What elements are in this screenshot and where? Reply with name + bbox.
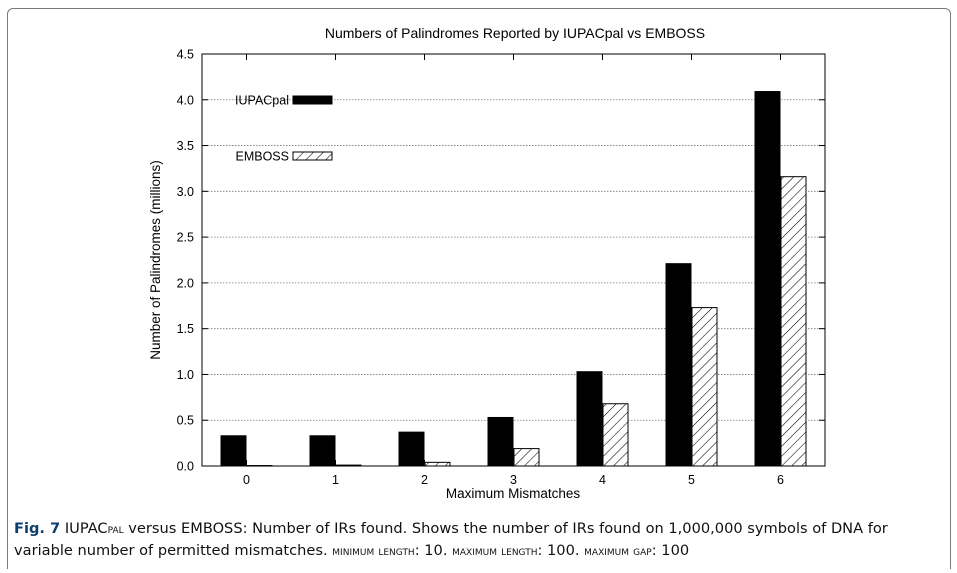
x-tick-label: 5 bbox=[688, 473, 695, 487]
caption-smallcaps: pal bbox=[107, 522, 124, 537]
bar-emboss bbox=[513, 448, 540, 467]
legend: IUPACpal EMBOSS bbox=[235, 94, 333, 164]
y-tick-label: 3.5 bbox=[177, 139, 194, 153]
y-tick-label: 0.5 bbox=[177, 414, 194, 428]
legend-swatch bbox=[292, 95, 333, 105]
y-tick-label: 1.0 bbox=[177, 368, 194, 382]
y-tick-label: 4.0 bbox=[177, 93, 194, 107]
x-axis-ticks: 0 1 2 3 4 5 6 bbox=[243, 54, 784, 487]
bar-iupacpal bbox=[309, 435, 336, 467]
bar-iupacpal bbox=[398, 431, 425, 467]
y-tick-label: 2.0 bbox=[177, 276, 194, 290]
caption-text: IUPAC bbox=[60, 520, 108, 537]
caption-text: versus EMBOSS: Number of IRs found. Show… bbox=[14, 520, 888, 559]
bar-iupacpal bbox=[487, 416, 514, 467]
plot-area-border bbox=[201, 53, 826, 467]
bar-emboss bbox=[602, 403, 629, 467]
x-tick-label: 6 bbox=[777, 473, 784, 487]
bar-iupacpal bbox=[754, 91, 781, 467]
bar-iupacpal bbox=[576, 371, 603, 467]
chart-title: Numbers of Palindromes Reported by IUPAC… bbox=[325, 25, 705, 41]
caption-param-name: maximum length bbox=[452, 544, 538, 559]
bar-iupacpal bbox=[665, 263, 692, 467]
x-tick-label: 3 bbox=[510, 473, 517, 487]
bar-emboss bbox=[691, 307, 718, 467]
x-tick-label: 4 bbox=[599, 473, 606, 487]
figure-frame bbox=[7, 8, 951, 569]
caption-param-value: : 100 bbox=[651, 542, 690, 559]
y-tick-label: 3.0 bbox=[177, 185, 194, 199]
caption-label: Fig. 7 bbox=[14, 520, 61, 537]
y-tick-label: 4.5 bbox=[177, 48, 194, 62]
y-tick-label: 0.0 bbox=[177, 460, 194, 474]
caption-param-name: maximum gap bbox=[584, 544, 652, 559]
x-tick-label: 2 bbox=[421, 473, 428, 487]
x-tick-label: 1 bbox=[332, 473, 339, 487]
y-axis-label: Number of Palindromes (millions) bbox=[148, 160, 163, 360]
bars bbox=[220, 91, 807, 467]
caption-param-value: : 10. bbox=[414, 542, 453, 559]
y-tick-label: 1.5 bbox=[177, 322, 194, 336]
bar-iupacpal bbox=[220, 435, 247, 467]
y-tick-label: 2.5 bbox=[177, 231, 194, 245]
caption-param-value: : 100. bbox=[537, 542, 585, 559]
figure-caption: Fig. 7 IUPACpal versus EMBOSS: Number of… bbox=[14, 518, 944, 562]
legend-label: EMBOSS bbox=[236, 150, 290, 164]
caption-param-name: minimum length bbox=[332, 544, 415, 559]
legend-swatch bbox=[292, 151, 333, 161]
bar-emboss bbox=[424, 461, 451, 467]
x-tick-label: 0 bbox=[243, 473, 250, 487]
gridlines bbox=[202, 99, 825, 421]
bar-emboss bbox=[780, 176, 807, 467]
x-axis-label: Maximum Mismatches bbox=[446, 486, 581, 501]
y-axis-ticks: 0.0 0.5 1.0 1.5 2.0 2.5 3.0 3.5 4.0 4.5 bbox=[177, 48, 825, 474]
legend-label: IUPACpal bbox=[235, 94, 289, 108]
bar-chart: Numbers of Palindromes Reported by IUPAC… bbox=[148, 25, 826, 501]
